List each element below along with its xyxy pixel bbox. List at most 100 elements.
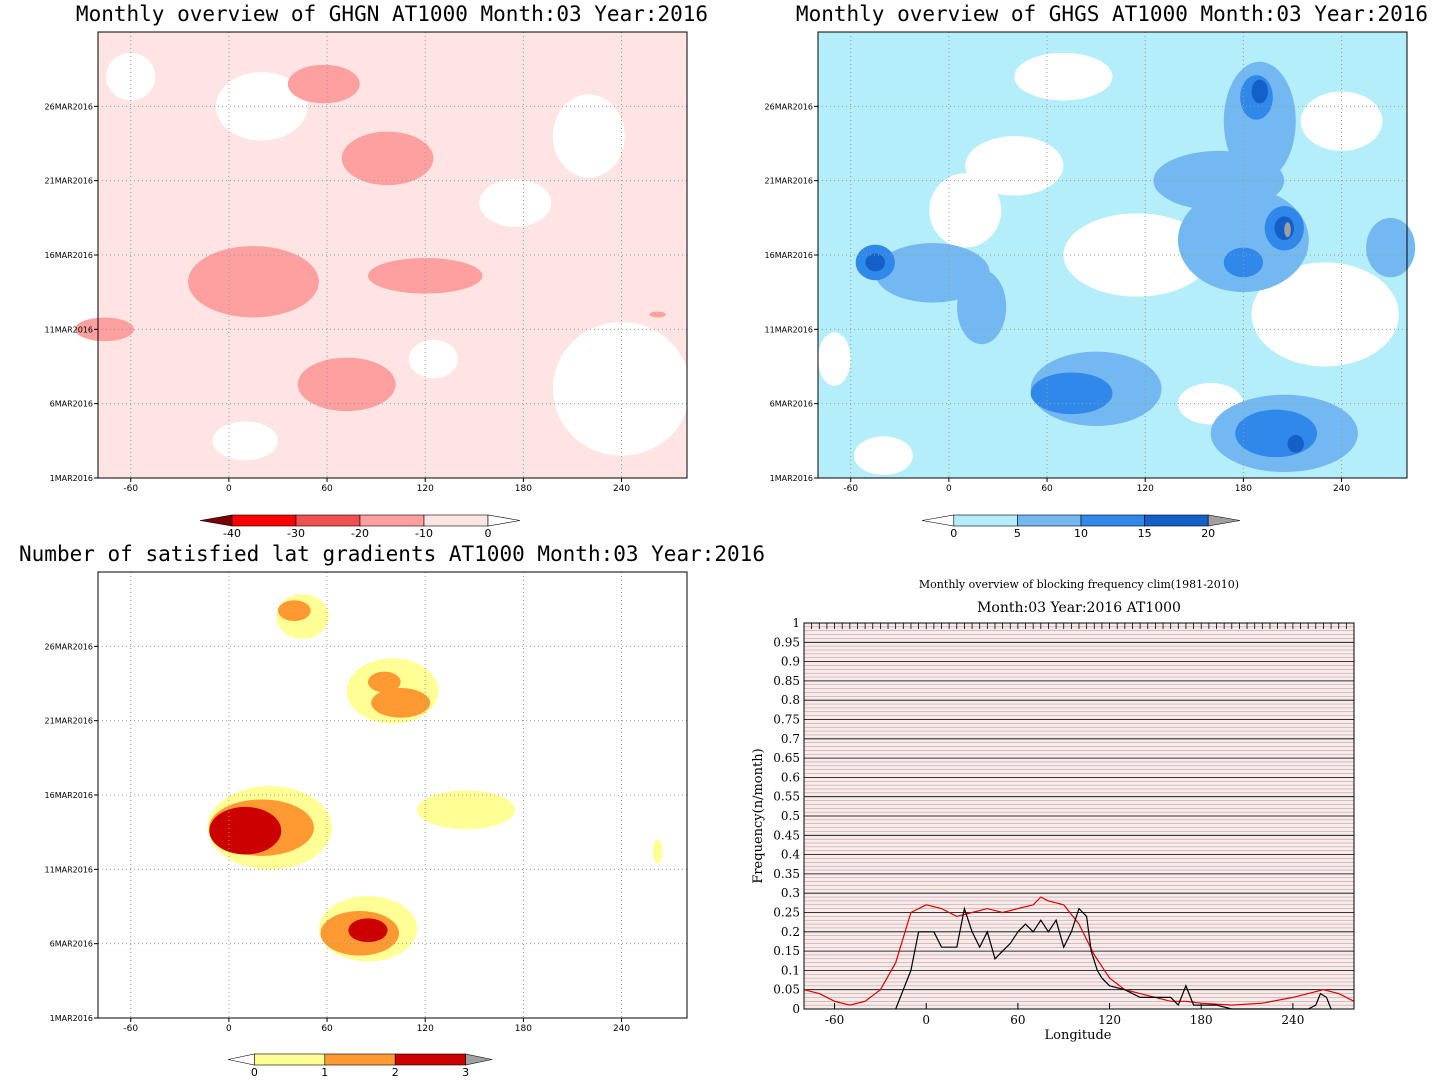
contour-blob: [187, 246, 319, 318]
contour-blob: [75, 317, 134, 342]
lat-gradients-contour-field: [98, 572, 687, 1018]
x-tick-label: 180: [515, 1024, 532, 1034]
contour-blob: [1030, 372, 1113, 415]
colorbar-segment: [953, 514, 1018, 527]
contour-blob: [957, 269, 1007, 345]
ghgs-zero-region: [1014, 52, 1113, 101]
y-tick-label: 0.65: [773, 751, 800, 765]
panel-ghgn: Monthly overview of GHGN AT1000 Month:03…: [45, 2, 709, 540]
colorbar-segment: [295, 514, 361, 527]
y-tick-label: 0.55: [773, 790, 800, 804]
y-tick-label: 16MAR2016: [45, 791, 93, 800]
contour-blob: [1223, 247, 1264, 278]
ghgn-zero-region: [552, 94, 625, 178]
colorbar-high-triangle: [465, 1053, 493, 1066]
x-tick-label: 120: [1098, 1013, 1121, 1027]
y-tick-label: 6MAR2016: [770, 400, 813, 409]
blocking-title: Monthly overview of blocking frequency c…: [919, 578, 1239, 591]
blocking-series: [803, 896, 1355, 1010]
y-tick-label: 0.4: [781, 848, 800, 862]
colorbar-segment: [359, 514, 425, 527]
colorbar-label: -20: [351, 527, 369, 540]
panel-lat-gradients: Number of satisfied lat gradients AT1000…: [19, 542, 765, 1079]
blocking-x-label: Longitude: [1045, 1028, 1112, 1043]
y-tick-label: 1MAR2016: [50, 1014, 93, 1023]
y-tick-label: 0.5: [781, 809, 800, 823]
y-tick-label: 0.15: [773, 944, 800, 958]
colorbar-label: -10: [415, 527, 433, 540]
contour-blob: [1284, 222, 1291, 238]
contour-blob: [649, 311, 666, 318]
y-tick-label: 16MAR2016: [45, 251, 93, 260]
colorbar-low-triangle: [199, 514, 233, 527]
colorbar-label: 15: [1138, 527, 1152, 540]
ghgs-y-axis: 1MAR2016 6MAR2016 11MAR2016 16MAR2016 21MAR2…: [765, 102, 818, 483]
lat-gradients-colorbar: 0 1 2 3: [227, 1053, 493, 1079]
x-tick-label: 120: [417, 1024, 434, 1034]
ghgn-contour-field: [75, 32, 691, 478]
y-tick-label: 0.1: [781, 963, 800, 977]
blocking-y-label: Frequency(n/month): [751, 748, 766, 883]
colorbar-segment: [1017, 514, 1082, 527]
ghgs-zero-region: [929, 173, 1002, 248]
ghgs-contour-field: [818, 32, 1416, 478]
y-tick-label: 0.95: [773, 635, 800, 649]
contour-blob: [371, 687, 431, 718]
ghgn-title: Monthly overview of GHGN AT1000 Month:03…: [76, 2, 708, 26]
contour-blob: [1235, 409, 1318, 458]
x-tick-label: 60: [321, 484, 333, 494]
blocking-y-axis: 0 0.05 0.1 0.15 0.2 0.25 0.3 0.35 0.4 0.45 0.5 0.55…: [773, 616, 1354, 1016]
contour-blob: [1287, 434, 1304, 453]
contour-blob: [417, 790, 516, 830]
x-tick-label: 240: [1333, 484, 1350, 494]
y-tick-label: 0.25: [773, 906, 800, 920]
y-tick-label: 0.85: [773, 674, 800, 688]
x-tick-label: 180: [515, 484, 532, 494]
colorbar-label: -30: [287, 527, 305, 540]
y-tick-label: 21MAR2016: [45, 177, 93, 186]
x-tick-label: -60: [123, 1024, 138, 1034]
blocking-plot-frame: [803, 622, 1355, 1010]
colorbar-label: 0: [485, 527, 492, 540]
x-tick-label: 240: [613, 1024, 630, 1034]
blocking-subtitle: Month:03 Year:2016 AT1000: [977, 600, 1181, 616]
lat-gradients-title: Number of satisfied lat gradients AT1000…: [19, 542, 765, 566]
series-line-2016: [895, 906, 1332, 1010]
series-line-climatology: [803, 896, 1355, 1006]
colorbar-label: 1: [321, 1066, 328, 1079]
panel-ghgs: Monthly overview of GHGS AT1000 Month:03…: [765, 2, 1429, 540]
colorbar-label: 10: [1074, 527, 1088, 540]
colorbar-label: 2: [392, 1066, 399, 1079]
y-tick-label: 0.45: [773, 828, 800, 842]
contour-blob: [341, 131, 434, 186]
ghgs-title: Monthly overview of GHGS AT1000 Month:03…: [796, 2, 1428, 26]
ghgs-zero-region: [853, 436, 913, 476]
y-tick-label: 0.9: [781, 655, 800, 669]
y-tick-label: 1MAR2016: [770, 474, 813, 483]
ghgs-zero-region: [818, 332, 851, 386]
y-tick-label: 1MAR2016: [50, 474, 93, 483]
contour-blob: [367, 671, 401, 693]
colorbar-segment: [1144, 514, 1209, 527]
ghgn-zero-region: [212, 421, 278, 461]
x-tick-label: 120: [1137, 484, 1154, 494]
contour-blob: [287, 64, 360, 104]
colorbar-label: 20: [1201, 527, 1215, 540]
colorbar-label: 3: [462, 1066, 469, 1079]
colorbar-label: 5: [1014, 527, 1021, 540]
ghgn-y-axis: 1MAR2016 6MAR2016 11MAR2016 16MAR2016 21MAR2…: [45, 102, 98, 483]
x-tick-label: 60: [1010, 1013, 1025, 1027]
x-tick-label: 0: [226, 484, 232, 494]
colorbar-segment: [394, 1053, 466, 1066]
colorbar-segment: [231, 514, 297, 527]
ghgs-colorbar: 0 5 10 15 20: [921, 514, 1241, 540]
x-tick-label: 0: [922, 1013, 930, 1027]
contour-blob: [348, 918, 388, 943]
colorbar-label: 0: [950, 527, 957, 540]
blocking-background-hatch: [803, 623, 1355, 1006]
x-tick-label: 60: [321, 1024, 333, 1034]
y-tick-label: 0.2: [781, 925, 800, 939]
blocking-x-axis: -60 0 60 120 180 240: [825, 1003, 1304, 1027]
y-tick-label: 0.35: [773, 867, 800, 881]
